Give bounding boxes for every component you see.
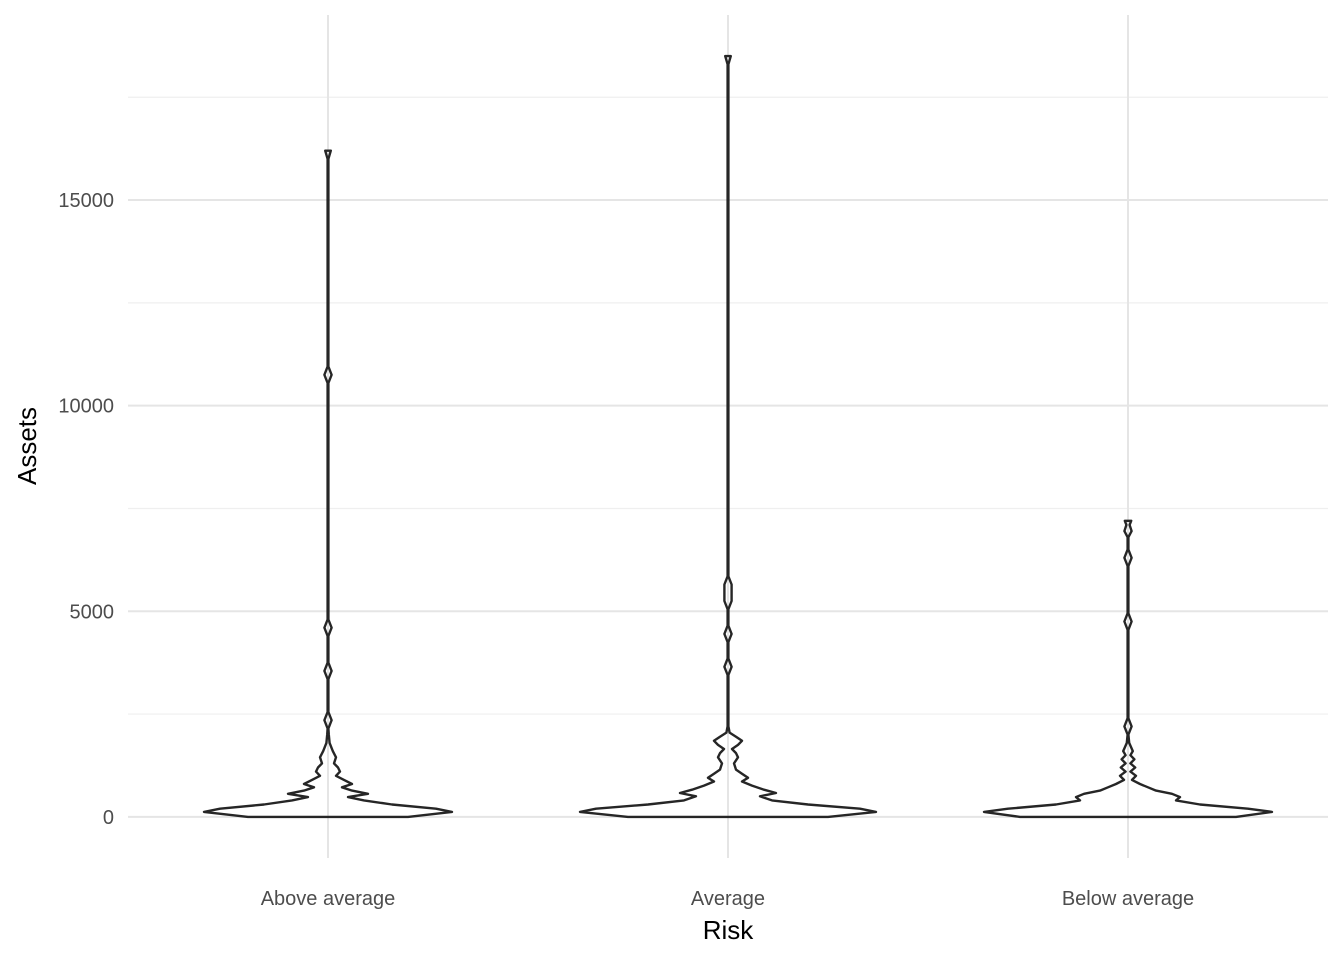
y-axis-title: Assets (12, 407, 42, 485)
y-axis-ticks: 0 5000 10000 15000 (58, 190, 114, 829)
violin-average (578, 54, 878, 819)
y-tick-label: 10000 (58, 396, 114, 418)
x-axis-title: Risk (703, 915, 755, 945)
y-tick-label: 0 (103, 807, 114, 829)
x-axis-ticks: Above average Average Below average (261, 888, 1194, 910)
violin-above-average (202, 149, 454, 819)
violin-below-average (982, 519, 1274, 819)
x-tick-label: Below average (1062, 888, 1194, 910)
violins (202, 54, 1274, 819)
y-tick-label: 15000 (58, 190, 114, 212)
y-tick-label: 5000 (70, 601, 115, 623)
x-tick-label: Average (691, 888, 765, 910)
x-tick-label: Above average (261, 888, 396, 910)
